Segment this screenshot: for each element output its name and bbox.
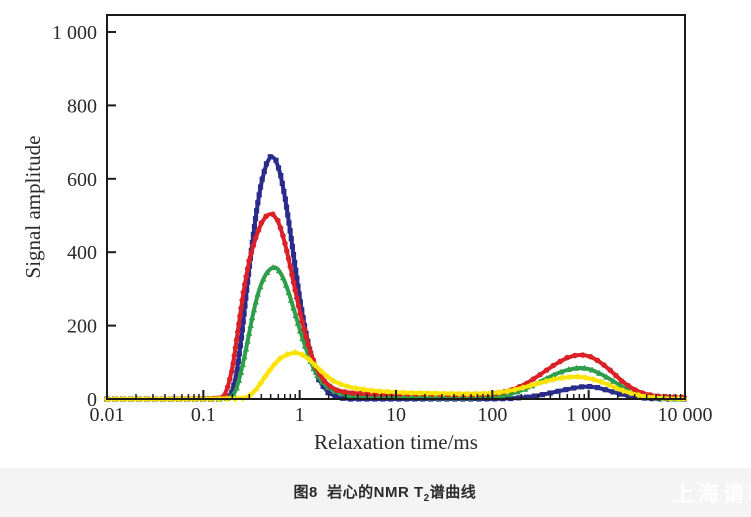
x-axis-title: Relaxation time/ms	[314, 430, 478, 454]
caption-text: 图8 岩心的NMR T	[293, 484, 424, 501]
axes: 0.01 0.1 1 10 100 1 000 10 000 0 200 400 600 800 1 0…	[21, 14, 713, 454]
y-tick-label: 800	[67, 95, 97, 117]
nmr-t2-figure: 0.01 0.1 1 10 100 1 000 10 000 0 200 400 600 800 1 0…	[21, 14, 713, 454]
y-tick-label: 200	[67, 316, 97, 338]
x-tick-label: 1 000	[566, 404, 611, 426]
series-yellow-diamonds	[103, 349, 687, 403]
x-tick-label: 10	[386, 404, 406, 426]
figure-caption: 图8 岩心的NMR T2谱曲线	[275, 468, 476, 517]
t2-spectrum-chart: 0.01 0.1 1 10 100 1 000 10 000 0 200 400 600 800 1 0…	[21, 14, 713, 454]
caption-band: 图8 岩心的NMR T2谱曲线 上海请教	[0, 468, 751, 517]
series-blue-squares	[104, 154, 687, 402]
x-tick-label: 0.01	[90, 404, 125, 426]
caption-text-suffix: 谱曲线	[429, 484, 477, 501]
x-tick-label: 0.1	[191, 404, 216, 426]
y-tick-label: 600	[67, 169, 97, 191]
watermark-text: 上海请教	[673, 483, 751, 506]
x-tick-label: 10 000	[658, 404, 713, 426]
x-tick-label: 1	[295, 404, 305, 426]
y-axis-title: Signal amplitude	[21, 136, 45, 279]
x-tick-label: 100	[477, 404, 507, 426]
y-tick-label: 0	[87, 389, 97, 411]
y-tick-label: 400	[67, 242, 97, 264]
y-tick-label: 1 000	[52, 22, 97, 44]
caption-subscript: 2	[423, 493, 430, 504]
